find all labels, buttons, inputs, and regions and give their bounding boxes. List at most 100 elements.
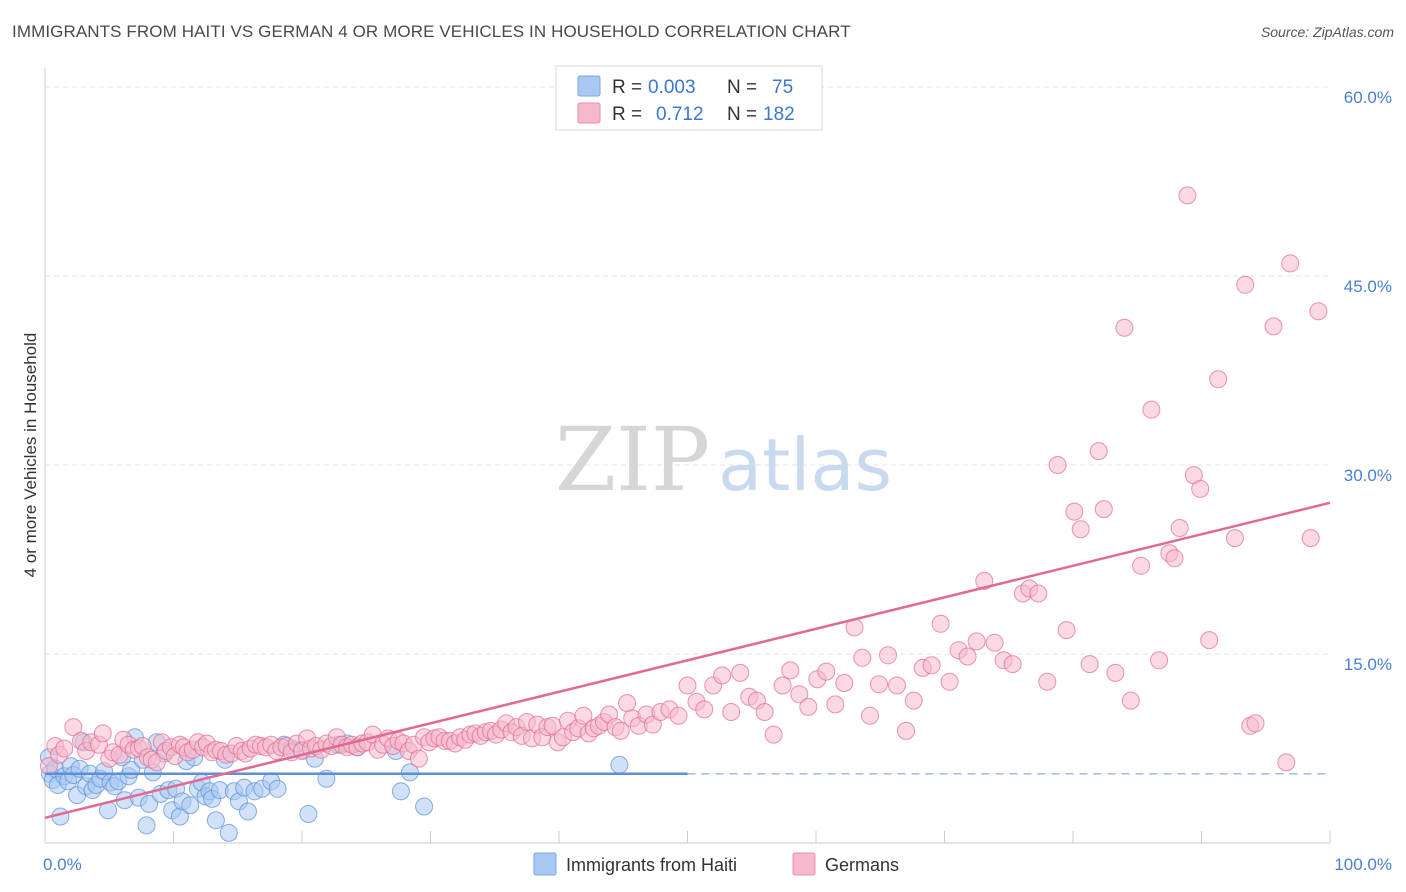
germans-point — [1065, 502, 1084, 521]
germans-point — [790, 685, 809, 704]
legend-n-value: 75 — [772, 77, 793, 98]
germans-point — [755, 703, 774, 721]
germans-point — [1246, 714, 1265, 733]
y-axis-title: 4 or more Vehicles in Household — [21, 333, 40, 578]
germans-point — [897, 721, 915, 740]
germans-point — [409, 749, 428, 768]
germans-point — [870, 675, 888, 694]
germans-point — [1236, 275, 1255, 294]
germans-point — [888, 676, 906, 695]
germans-point — [678, 676, 697, 695]
legend-r-label: R = — [612, 77, 642, 98]
germans-point — [1029, 584, 1048, 603]
haiti-point — [391, 782, 410, 801]
x-tick-label: 100.0% — [1334, 855, 1392, 874]
y-tick-label: 45.0% — [1344, 277, 1392, 296]
germans-point — [1089, 442, 1108, 461]
germans-point — [826, 695, 845, 714]
germans-point — [922, 656, 941, 675]
germans-point — [773, 676, 792, 695]
germans-point — [731, 663, 750, 682]
germans-point — [1106, 663, 1125, 682]
germans-point — [985, 633, 1004, 652]
legend-label-germans: Germans — [825, 855, 899, 875]
haiti-point — [268, 779, 287, 798]
legend-swatch-haiti — [533, 852, 557, 876]
haiti-point — [415, 797, 434, 816]
germans-point — [1121, 691, 1140, 710]
legend-r-label: R = — [612, 104, 642, 125]
germans-point — [764, 725, 783, 744]
germans-point — [1264, 317, 1283, 336]
germans-point — [1165, 549, 1184, 568]
haiti-point — [299, 805, 318, 823]
x-tick-label: 0.0% — [43, 855, 82, 874]
series-legend: Immigrants from Haiti Germans — [533, 852, 899, 876]
germans-point — [1057, 621, 1076, 640]
germans-point — [799, 697, 818, 716]
watermark-zip: ZIP — [555, 408, 710, 511]
germans-point — [55, 739, 74, 758]
germans-point — [1309, 302, 1328, 321]
haiti-point — [219, 823, 238, 842]
germans-point — [975, 571, 994, 590]
germans-point — [1209, 370, 1228, 389]
legend-n-label: N = — [727, 77, 757, 98]
germans-point — [1191, 479, 1210, 498]
legend-n-label: N = — [727, 104, 757, 125]
germans-point — [618, 694, 637, 713]
legend-r-value: 0.712 — [656, 104, 704, 125]
y-tick-label: 15.0% — [1344, 655, 1392, 674]
germans-point — [1094, 500, 1113, 519]
germans-point — [64, 718, 83, 737]
trend-lines — [44, 501, 1331, 820]
watermark-atlas: atlas — [718, 423, 892, 507]
haiti-point — [239, 802, 257, 821]
germans-point — [1178, 186, 1197, 205]
axes — [44, 68, 1331, 844]
germans-point — [1115, 318, 1134, 337]
germans-point — [1003, 655, 1022, 674]
germans-point — [1038, 672, 1057, 691]
y-tick-label: 60.0% — [1344, 88, 1392, 107]
legend-swatch-germans — [577, 102, 601, 124]
germans-point — [817, 662, 836, 681]
germans-point — [781, 661, 800, 680]
germans-point — [669, 706, 688, 725]
germans-point — [1080, 655, 1099, 674]
haiti-point — [137, 816, 156, 835]
haiti-point — [140, 794, 159, 813]
germans-point — [958, 647, 977, 666]
germans-point — [1048, 456, 1067, 474]
haiti-point — [610, 755, 629, 774]
germans-point — [879, 646, 897, 665]
tick-labels: 15.0% 30.0% 45.0% 60.0% 0.0% 100.0% — [43, 88, 1392, 874]
chart-title: IMMIGRANTS FROM HAITI VS GERMAN 4 OR MOR… — [12, 22, 851, 41]
germans-point — [1132, 556, 1151, 575]
germans-point — [611, 721, 630, 740]
stats-legend: R = 0.003 N = 75 R = 0.712 N = 182 — [555, 65, 823, 131]
germans-point — [853, 648, 872, 667]
germans-point — [1277, 753, 1296, 772]
y-tick-label: 30.0% — [1344, 466, 1392, 485]
germans-point — [1301, 529, 1320, 548]
germans-point — [967, 632, 986, 651]
germans-point — [1281, 254, 1300, 273]
germans-point — [835, 674, 854, 692]
germans-point — [1071, 520, 1090, 539]
legend-swatch-germans — [792, 852, 816, 876]
germans-point — [931, 614, 950, 633]
legend-n-value: 182 — [763, 104, 795, 125]
legend-label-haiti: Immigrants from Haiti — [566, 855, 737, 875]
haiti-point — [206, 811, 225, 830]
germans-point — [574, 706, 593, 725]
germans-point — [1142, 400, 1161, 419]
germans-point — [1200, 631, 1219, 650]
germans-point — [93, 724, 112, 743]
germans-point — [940, 672, 959, 691]
germans-point — [861, 706, 879, 725]
legend-swatch-haiti — [577, 75, 601, 97]
watermark: ZIP atlas — [555, 408, 892, 511]
germans-point — [695, 700, 714, 719]
